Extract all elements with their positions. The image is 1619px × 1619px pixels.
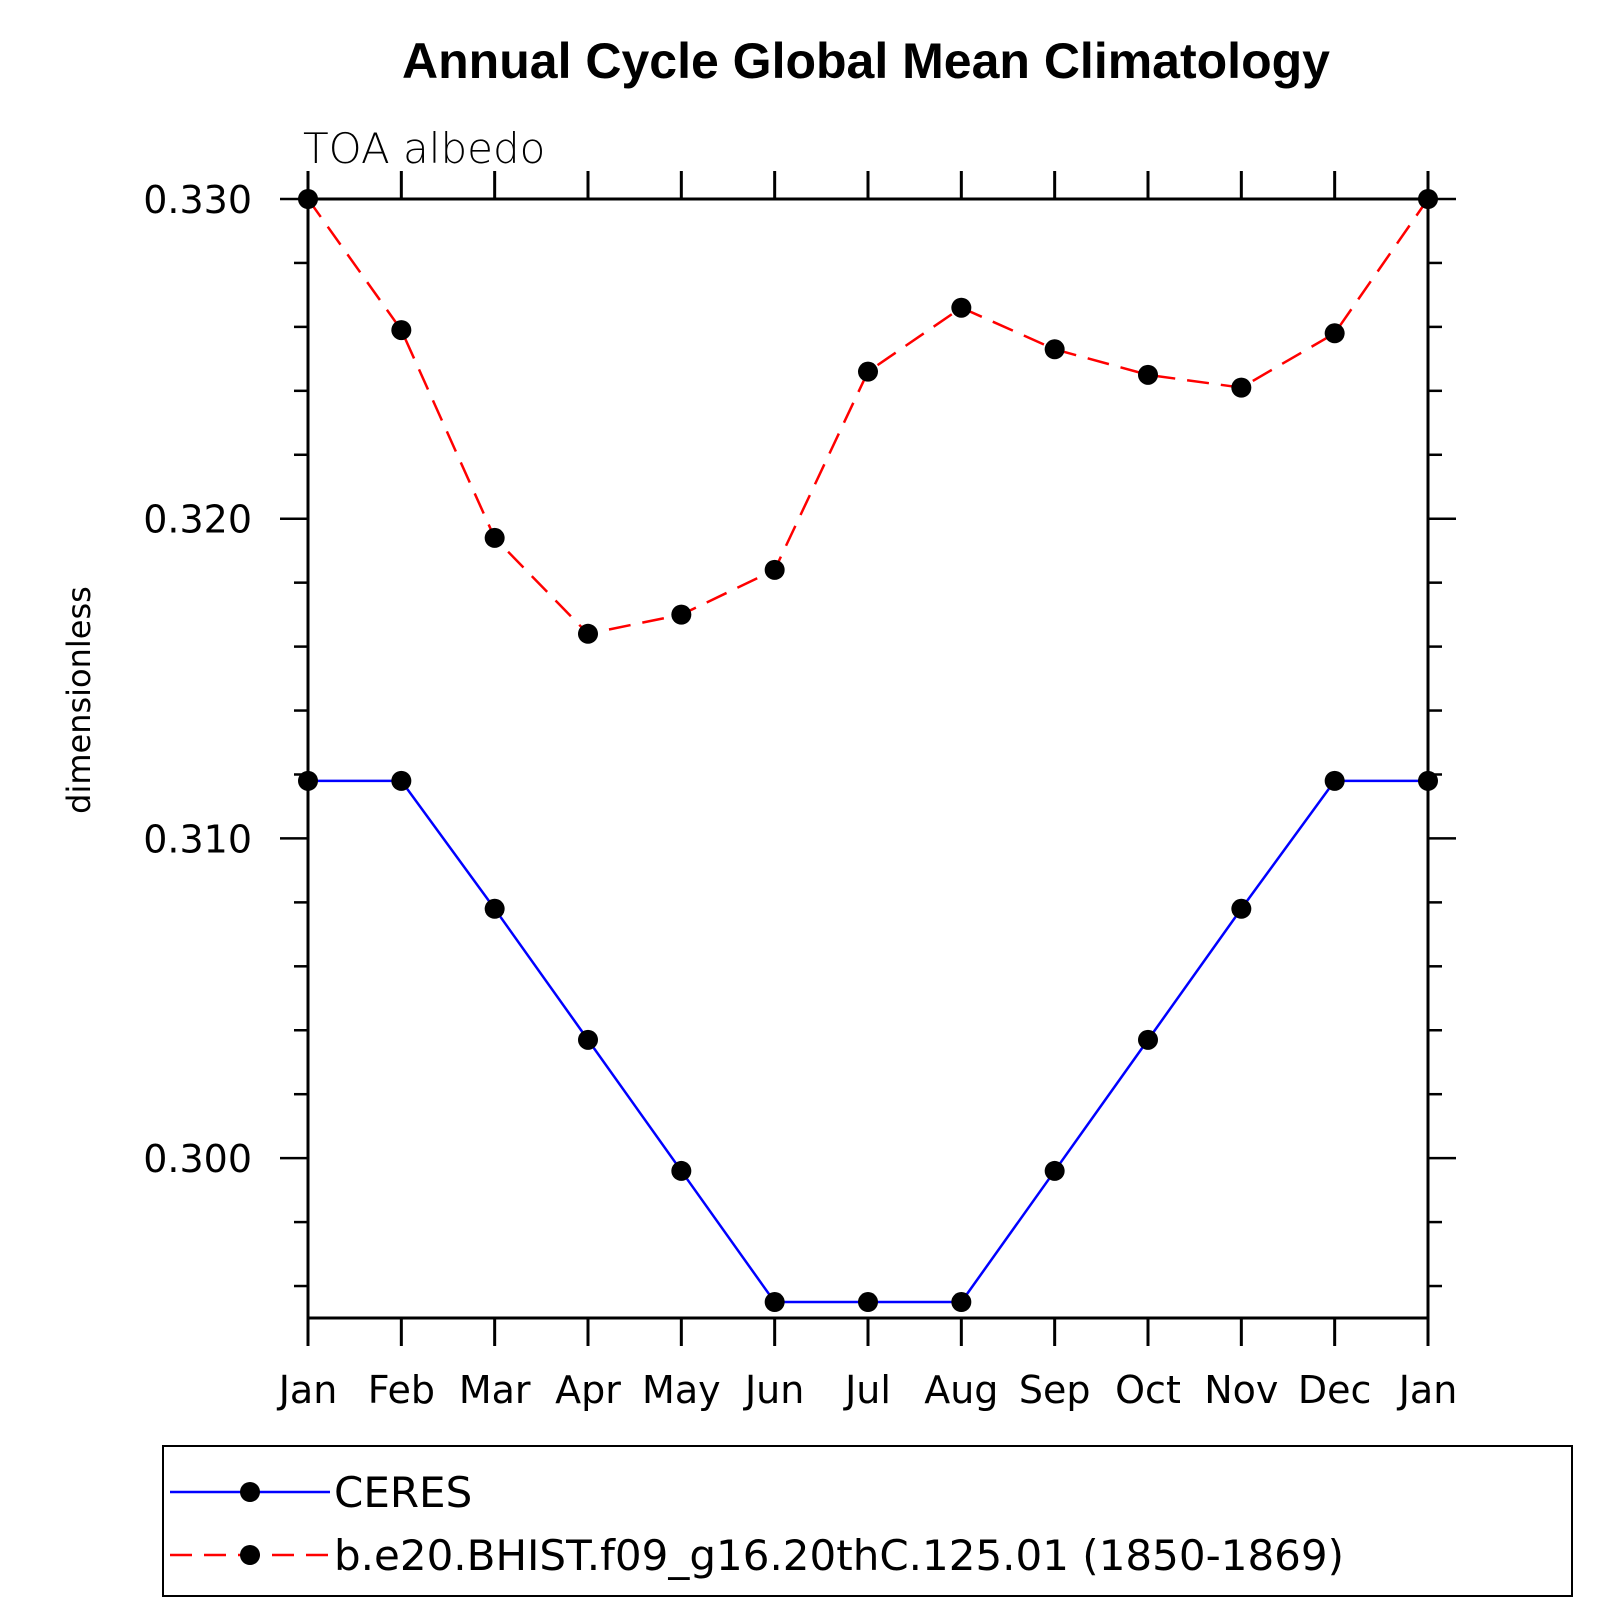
series-markers — [298, 189, 1438, 1313]
x-tick-label: Feb — [368, 1368, 435, 1412]
y-axis-label: dimensionless — [60, 586, 98, 814]
legend: CERES b.e20.BHIST.f09_g16.20thC.125.01 (1… — [162, 1445, 1573, 1597]
data-point — [1324, 323, 1345, 344]
x-tick-label: Jul — [843, 1368, 891, 1412]
data-point — [1138, 1029, 1158, 1050]
data-point — [1138, 364, 1158, 385]
chart-title: Annual Cycle Global Mean Climatology — [402, 33, 1330, 89]
data-point — [858, 1292, 878, 1313]
x-tick-label: May — [642, 1368, 721, 1412]
series-line-1 — [306, 198, 1430, 636]
data-point — [484, 527, 505, 548]
data-point — [1044, 339, 1065, 360]
data-point — [671, 1160, 692, 1181]
data-point — [391, 770, 412, 791]
y-tick-label: 0.310 — [143, 817, 252, 861]
data-point — [764, 559, 785, 580]
data-point — [484, 898, 505, 919]
x-tick-label: Dec — [1298, 1368, 1372, 1412]
series-line-0 — [308, 779, 1428, 1304]
y-tick-label: 0.300 — [143, 1137, 252, 1181]
data-point — [298, 189, 318, 209]
y-tick-label: 0.330 — [143, 178, 252, 222]
legend-label: b.e20.BHIST.f09_g16.20thC.125.01 (1850-1… — [334, 1531, 1344, 1580]
x-tick-label: Sep — [1019, 1368, 1091, 1412]
legend-marker — [240, 1482, 260, 1502]
legend-label: CERES — [334, 1468, 472, 1517]
data-point — [858, 361, 878, 382]
axis-ticks — [280, 171, 1456, 1346]
data-point — [951, 1292, 972, 1313]
x-tick-label: Nov — [1204, 1368, 1278, 1412]
x-tick-label: Aug — [924, 1368, 998, 1412]
data-point — [1418, 770, 1438, 791]
data-point — [1418, 189, 1438, 209]
legend-marker — [240, 1545, 260, 1565]
data-point — [951, 297, 972, 318]
data-point — [1044, 1160, 1065, 1181]
data-point — [1231, 898, 1252, 919]
legend-box — [162, 1445, 1573, 1597]
y-tick-label: 0.320 — [143, 498, 252, 542]
x-tick-labels: Jan Feb Mar Apr May Jun Jul Aug Sep Oct Nov Dec Jan — [277, 1368, 1458, 1412]
x-tick-label: Jan — [277, 1368, 338, 1412]
x-tick-label: Mar — [459, 1368, 531, 1412]
data-point — [764, 1292, 785, 1313]
data-point — [578, 1029, 598, 1050]
data-point — [578, 623, 598, 644]
data-point — [1231, 377, 1252, 398]
data-point — [1324, 770, 1345, 791]
x-tick-label: Jun — [743, 1368, 804, 1412]
data-point — [391, 320, 412, 341]
x-tick-label: Oct — [1115, 1368, 1181, 1412]
chart-subtitle: TOA albedo — [303, 124, 545, 173]
data-point — [298, 770, 318, 791]
x-tick-label: Apr — [555, 1368, 621, 1412]
x-tick-label: Jan — [1397, 1368, 1458, 1412]
data-point — [671, 604, 692, 625]
y-tick-labels: 0.300 0.310 0.320 0.330 — [143, 178, 252, 1181]
